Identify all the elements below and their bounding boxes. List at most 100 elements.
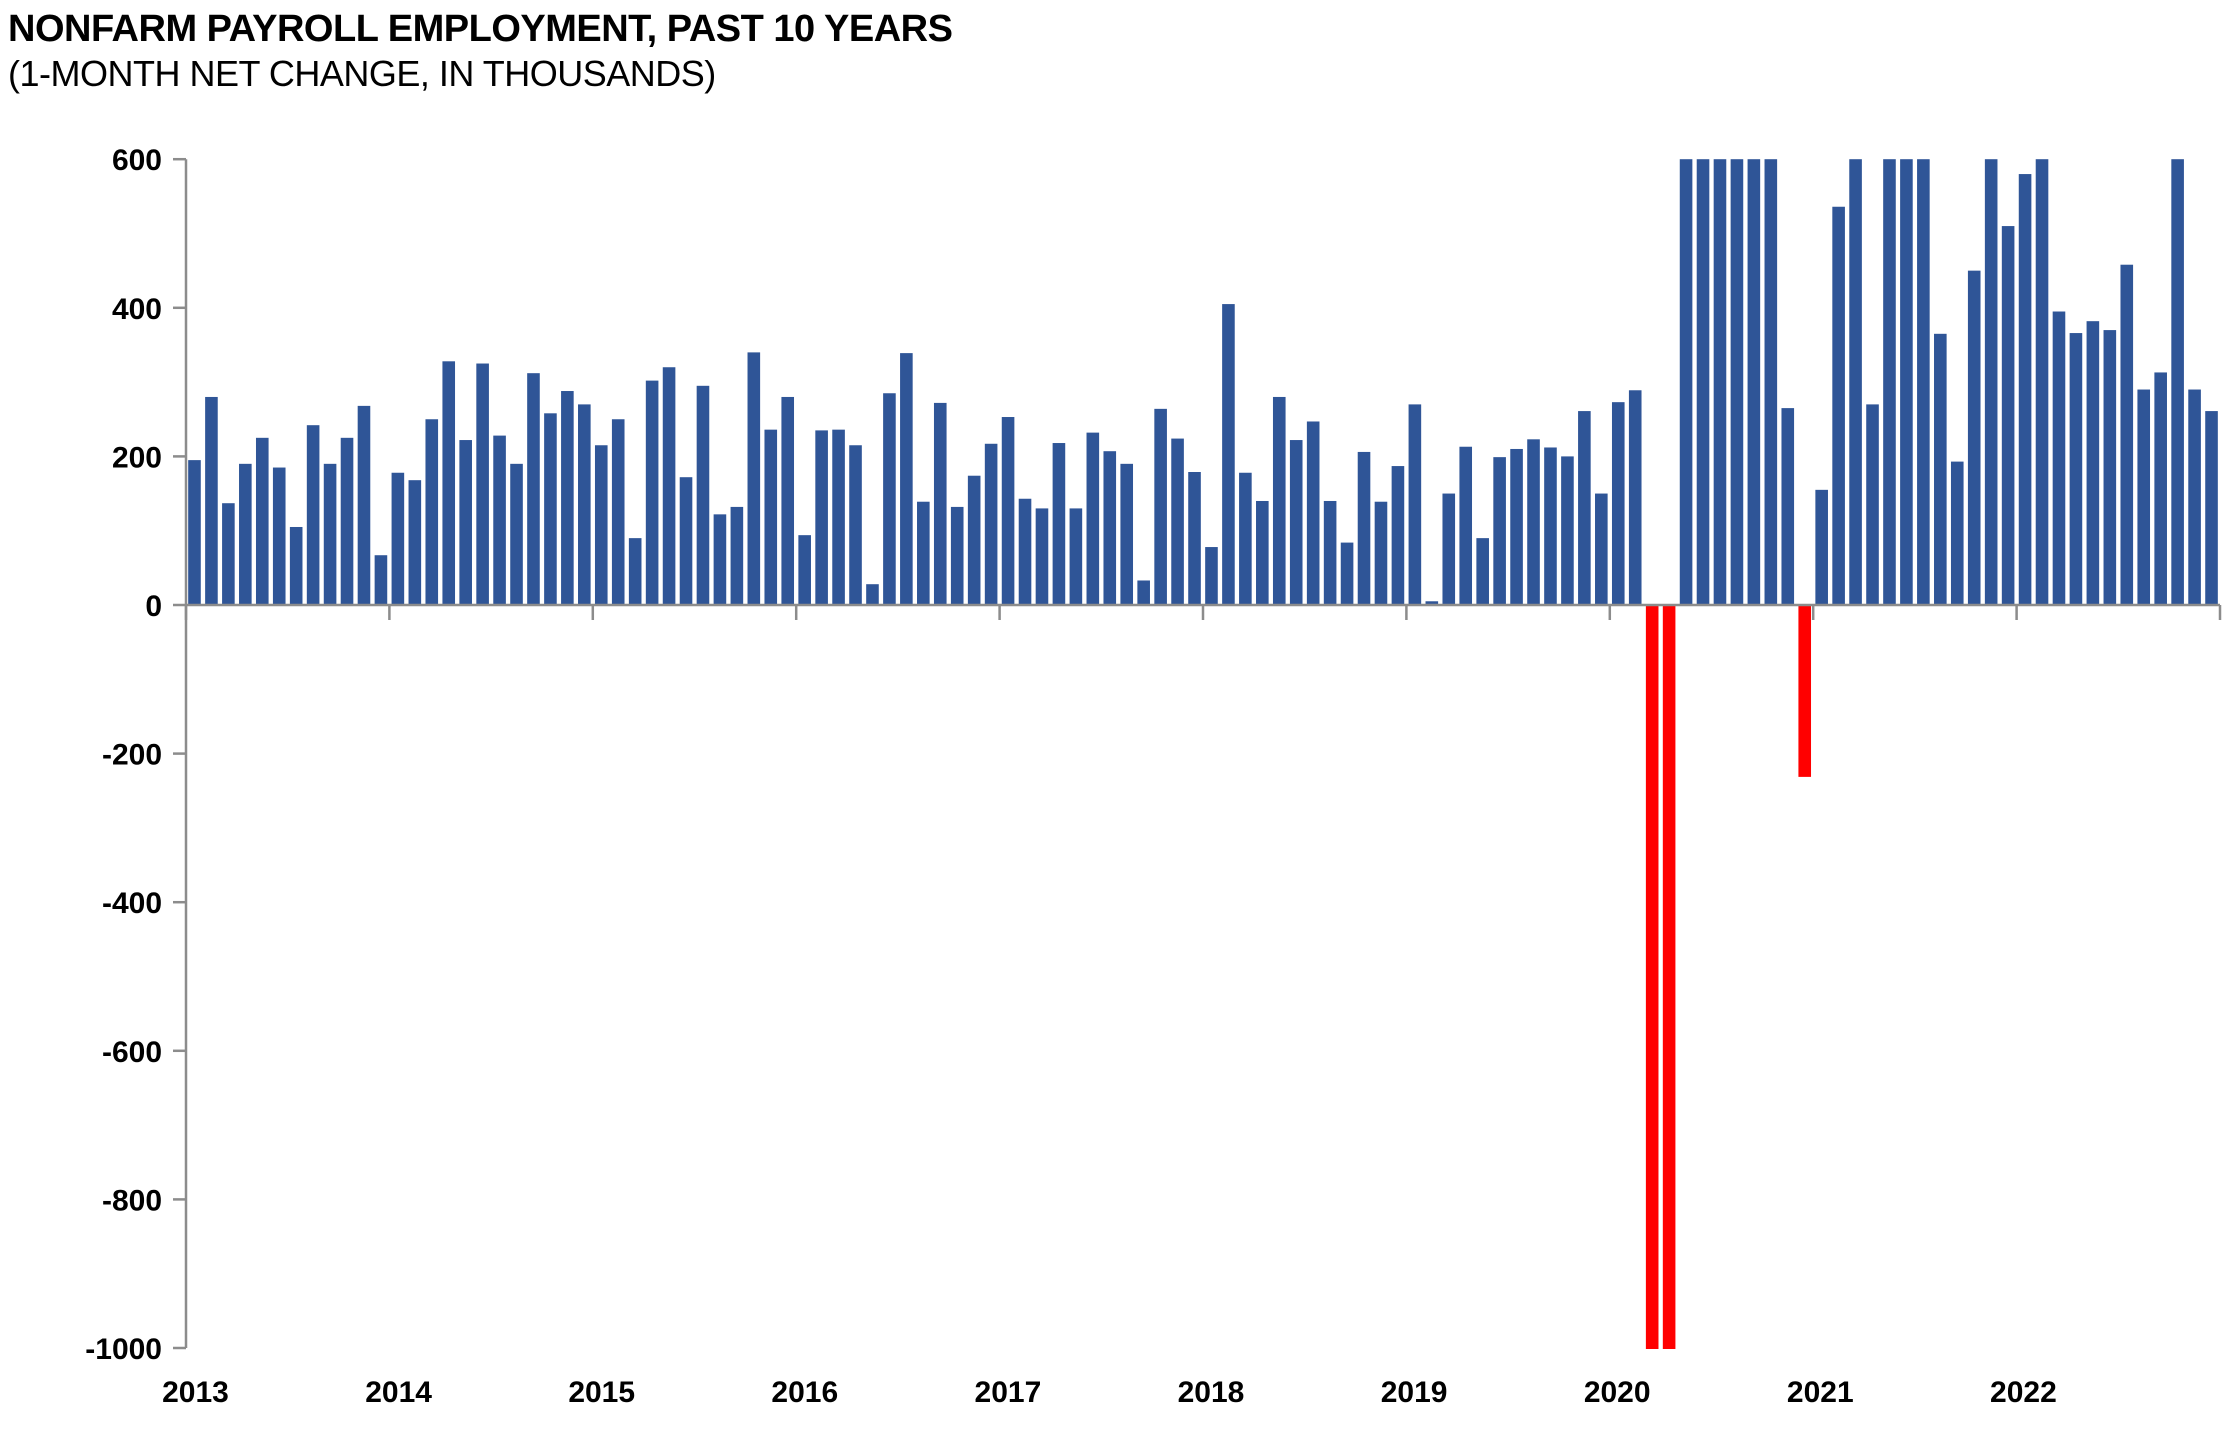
bar-2014-Jul bbox=[493, 435, 506, 605]
bar-2021-Apr bbox=[1866, 404, 1879, 605]
bar-2020-Jul bbox=[1713, 159, 1727, 605]
y-tick-label: 400 bbox=[112, 293, 162, 326]
bar-2015-Sep bbox=[730, 506, 744, 605]
x-year-label: 2018 bbox=[1178, 1376, 1245, 1409]
bar-2021-Jun bbox=[1900, 159, 1913, 605]
bar-2019-Apr bbox=[1459, 446, 1473, 605]
bar-2020-Feb bbox=[1628, 390, 1642, 605]
bar-2017-Dec bbox=[1188, 472, 1201, 605]
bar-2013-Mar bbox=[222, 503, 235, 605]
bar-2020-Oct bbox=[1764, 159, 1778, 605]
bar-2021-Mar bbox=[1849, 159, 1862, 605]
bar-2018-Oct bbox=[1357, 451, 1371, 605]
chart-header: NONFARM PAYROLL EMPLOYMENT, PAST 10 YEAR… bbox=[8, 6, 953, 96]
bar-2021-Aug bbox=[1934, 333, 1947, 605]
x-year-label: 2021 bbox=[1787, 1376, 1854, 1409]
bar-2017-Mar bbox=[1035, 508, 1049, 605]
bar-2014-Apr bbox=[442, 361, 456, 605]
bar-2016-Jan bbox=[798, 535, 811, 605]
bar-2017-Jun bbox=[1086, 432, 1100, 605]
bar-2021-May bbox=[1883, 159, 1896, 605]
bar-2016-Sep bbox=[933, 402, 947, 605]
bar-2022-Nov bbox=[2188, 389, 2201, 605]
bar-2013-Feb bbox=[205, 396, 218, 605]
chart-title: NONFARM PAYROLL EMPLOYMENT, PAST 10 YEAR… bbox=[8, 8, 953, 50]
bar-2015-Jan bbox=[594, 445, 608, 605]
y-tick-label: -200 bbox=[102, 739, 162, 772]
bar-2020-Dec bbox=[1798, 606, 1812, 777]
bar-2018-Aug bbox=[1323, 500, 1337, 605]
bar-2014-Oct bbox=[544, 413, 557, 605]
bar-2014-Mar bbox=[425, 419, 439, 605]
bar-2014-Jan bbox=[391, 472, 405, 605]
x-year-label: 2016 bbox=[771, 1376, 838, 1409]
bar-2016-Apr bbox=[849, 445, 862, 605]
bar-2021-Nov bbox=[1984, 159, 1998, 605]
bar-2022-Apr bbox=[2069, 333, 2083, 605]
bar-2022-Feb bbox=[2035, 159, 2049, 605]
bar-2015-Aug bbox=[713, 514, 727, 605]
y-tick-label: 200 bbox=[112, 441, 162, 474]
bar-2021-Feb bbox=[1832, 206, 1845, 605]
bar-2016-Dec bbox=[984, 443, 998, 605]
bar-2019-Nov bbox=[1578, 411, 1591, 605]
bar-2021-Oct bbox=[1967, 270, 1981, 605]
bar-2022-Jul bbox=[2120, 264, 2134, 605]
bar-2017-Apr bbox=[1052, 443, 1066, 605]
bar-2015-Oct bbox=[747, 352, 761, 605]
x-year-label: 2015 bbox=[568, 1376, 635, 1409]
bar-2016-Aug bbox=[917, 501, 930, 605]
bar-2022-Dec bbox=[2205, 411, 2218, 605]
bar-2013-Sep bbox=[323, 463, 337, 605]
y-tick-label: 0 bbox=[145, 590, 162, 623]
bar-2017-Feb bbox=[1018, 498, 1032, 605]
bar-2022-Mar bbox=[2052, 311, 2066, 605]
bar-2019-Aug bbox=[1527, 439, 1540, 605]
x-year-label: 2019 bbox=[1381, 1376, 1448, 1409]
bar-2016-May bbox=[866, 584, 879, 605]
bar-2017-Jul bbox=[1103, 451, 1117, 605]
bar-2016-Jul bbox=[900, 353, 913, 605]
bar-2016-Oct bbox=[950, 506, 964, 605]
bar-2018-Nov bbox=[1374, 501, 1388, 605]
bar-2022-Jan bbox=[2018, 174, 2032, 605]
bar-2017-Jan bbox=[1001, 417, 1015, 605]
bar-2020-Apr bbox=[1662, 606, 1676, 1349]
bar-2015-Mar bbox=[628, 538, 642, 605]
bar-2016-Nov bbox=[967, 475, 981, 605]
bar-2020-Aug bbox=[1730, 159, 1744, 605]
bar-2013-Jan bbox=[188, 460, 201, 605]
bar-2019-Jul bbox=[1510, 448, 1523, 605]
bar-2019-Oct bbox=[1561, 456, 1574, 605]
bar-2021-Sep bbox=[1950, 461, 1964, 605]
y-tick-label: 600 bbox=[112, 144, 162, 177]
bar-2015-Dec bbox=[781, 396, 795, 605]
bar-2016-Mar bbox=[832, 429, 845, 605]
bar-2017-Oct bbox=[1154, 408, 1167, 605]
bar-2013-Nov bbox=[357, 405, 371, 605]
bar-2018-Mar bbox=[1239, 472, 1252, 605]
y-tick-label: -400 bbox=[102, 887, 162, 920]
y-tick-label: -600 bbox=[102, 1036, 162, 1069]
bar-2014-Dec bbox=[578, 404, 591, 605]
x-year-label: 2014 bbox=[365, 1376, 432, 1409]
bar-2014-May bbox=[459, 440, 472, 605]
bar-2018-Feb bbox=[1222, 304, 1235, 605]
bar-2020-Sep bbox=[1747, 159, 1761, 605]
bar-2020-Nov bbox=[1781, 408, 1795, 606]
bar-2018-Dec bbox=[1391, 466, 1405, 605]
bar-2021-Jul bbox=[1917, 159, 1930, 605]
bar-2015-Jul bbox=[696, 385, 710, 605]
chart-subtitle: (1-MONTH NET CHANGE, IN THOUSANDS) bbox=[8, 53, 716, 94]
bar-2020-Jun bbox=[1696, 159, 1710, 605]
bar-2014-Jun bbox=[476, 363, 489, 605]
bar-2022-Aug bbox=[2137, 389, 2151, 605]
x-year-label: 2017 bbox=[975, 1376, 1042, 1409]
bar-2015-Apr bbox=[645, 380, 659, 605]
bar-2022-Jun bbox=[2103, 330, 2117, 605]
bar-2017-Aug bbox=[1120, 463, 1134, 605]
bar-2018-Jan bbox=[1205, 547, 1218, 605]
bar-2013-Oct bbox=[340, 437, 354, 605]
